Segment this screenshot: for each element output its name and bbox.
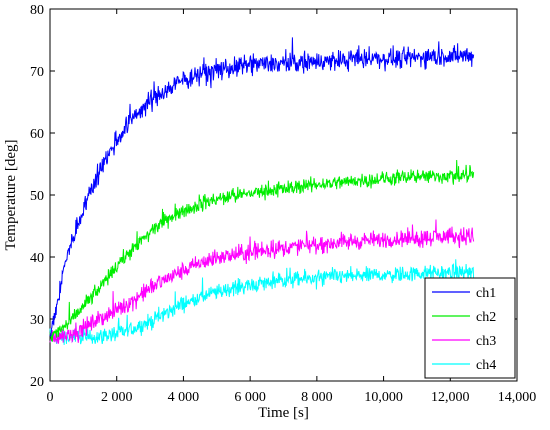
x-tick-label: 6 000	[234, 390, 266, 405]
x-tick-label: 0	[47, 390, 54, 405]
legend-box	[424, 277, 516, 379]
x-tick-label: 2 000	[101, 390, 133, 405]
legend-label-ch1: ch1	[476, 286, 496, 301]
series-line-ch3	[49, 219, 475, 344]
series-line-ch4	[49, 259, 475, 345]
x-tick-label: 14,000	[498, 390, 537, 405]
legend: ch1 ch2 ch3 ch4	[424, 277, 516, 379]
x-tick-label: 10,000	[364, 390, 403, 405]
y-tick-label: 30	[30, 313, 44, 328]
y-tick-label: 70	[30, 65, 44, 80]
series-line-ch1	[49, 37, 475, 337]
x-tick-label: 8 000	[301, 390, 333, 405]
y-tick-label: 50	[30, 189, 44, 204]
x-axis-label: Time [s]	[258, 405, 309, 421]
x-tick-label: 12,000	[431, 390, 470, 405]
legend-label-ch2: ch2	[476, 310, 496, 325]
y-tick-label: 40	[30, 251, 44, 266]
series-layer	[49, 37, 475, 345]
x-axis: 0 2 000 4 000 6 000 8 000 10,000 12,000 14,000	[47, 9, 537, 405]
y-axis-label: Temperature [deg]	[3, 140, 19, 251]
y-tick-label: 80	[30, 3, 44, 18]
legend-label-ch4: ch4	[476, 358, 496, 373]
y-tick-label: 20	[30, 375, 44, 390]
legend-label-ch3: ch3	[476, 334, 496, 349]
y-tick-label: 60	[30, 127, 44, 142]
x-tick-label: 4 000	[168, 390, 200, 405]
series-line-ch2	[49, 159, 475, 342]
